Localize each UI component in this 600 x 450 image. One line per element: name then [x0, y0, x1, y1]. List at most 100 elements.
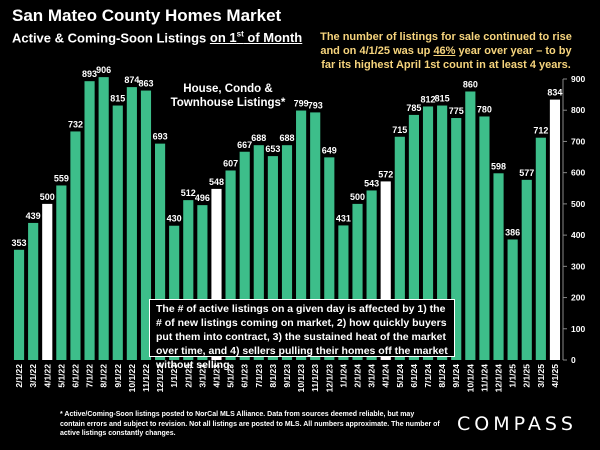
- subtitle-prefix: Active & Coming-Soon Listings: [12, 30, 210, 46]
- bar-value-label: 688: [251, 133, 266, 143]
- bar: [366, 190, 377, 360]
- x-tick-label: 4/1/23: [211, 364, 221, 388]
- x-tick-label: 3/1/24: [367, 364, 377, 388]
- bar-highlight: [549, 99, 561, 361]
- bar-value-label: 577: [519, 168, 534, 178]
- x-tick-label: 7/1/23: [254, 364, 264, 388]
- x-tick-label: 11/1/22: [141, 364, 151, 392]
- x-tick-label: 7/1/22: [85, 364, 95, 388]
- bar-value-label: 799: [294, 99, 309, 109]
- bar-value-label: 815: [110, 94, 125, 104]
- x-tick-label: 1/1/23: [169, 364, 179, 388]
- bar-value-label: 688: [279, 133, 294, 143]
- x-tick-label: 1/1/24: [338, 364, 348, 388]
- subtitle-underlined-text: on 1: [209, 30, 237, 46]
- bar-value-label: 667: [237, 140, 252, 150]
- subtitle-sup: st: [236, 30, 244, 39]
- x-tick-label: 5/1/23: [226, 364, 236, 388]
- bar: [408, 114, 419, 360]
- x-tick-label: 4/1/24: [381, 364, 391, 388]
- bar: [84, 81, 95, 360]
- bar: [338, 225, 349, 360]
- series-label: House, Condo & Townhouse Listings*: [170, 82, 286, 110]
- x-tick-label: 4/1/25: [550, 364, 560, 388]
- bar-value-label: 812: [421, 94, 436, 104]
- bar-value-label: 512: [181, 188, 196, 198]
- bar: [535, 137, 546, 360]
- bar: [225, 170, 236, 360]
- y-tick-label: 100: [571, 324, 585, 334]
- bar-value-label: 598: [491, 161, 506, 171]
- bar: [155, 143, 166, 360]
- x-tick-label: 7/1/24: [423, 364, 433, 388]
- x-tick-label: 1/1/25: [508, 364, 518, 388]
- bar: [521, 179, 532, 360]
- bar-value-label: 834: [547, 88, 562, 98]
- bar: [479, 116, 490, 360]
- bar: [507, 239, 518, 360]
- bar-value-label: 712: [533, 126, 548, 136]
- bar: [126, 87, 137, 361]
- annotation-line-2-prefix: and on 4/1/25 was up: [320, 45, 434, 57]
- x-tick-label: 10/1/23: [296, 364, 306, 393]
- bar-value-label: 649: [322, 145, 337, 155]
- bar-value-label: 893: [82, 69, 97, 79]
- x-tick-label: 2/1/24: [353, 364, 363, 388]
- bar: [112, 105, 123, 360]
- x-tick-label: 11/1/23: [310, 364, 320, 392]
- bar: [451, 118, 462, 360]
- x-tick-label: 10/1/22: [127, 364, 137, 393]
- bar-value-label: 785: [406, 103, 421, 113]
- x-tick-label: 2/1/22: [14, 364, 24, 388]
- annotation-top: The number of listings for sale continue…: [300, 30, 592, 72]
- y-tick-label: 900: [571, 74, 585, 84]
- y-tick-label: 700: [571, 136, 585, 146]
- bar: [197, 205, 208, 360]
- bar-value-label: 653: [265, 144, 280, 154]
- bar-value-label: 386: [505, 227, 520, 237]
- bar: [324, 157, 335, 360]
- series-label-line-1: House, Condo &: [183, 83, 273, 95]
- x-tick-label: 12/1/23: [324, 364, 334, 393]
- bar: [352, 203, 363, 360]
- bar-value-label: 863: [138, 79, 153, 89]
- bar-value-label: 500: [40, 192, 55, 202]
- y-tick-label: 500: [571, 199, 585, 209]
- x-tick-label: 9/1/22: [113, 364, 123, 388]
- bar-value-label: 815: [435, 94, 450, 104]
- x-tick-label: 5/1/22: [56, 364, 66, 388]
- bar-value-label: 607: [223, 158, 238, 168]
- subtitle-underlined-suffix: of Month: [243, 30, 303, 46]
- bar: [296, 110, 307, 360]
- bar: [267, 156, 278, 360]
- x-tick-label: 8/1/23: [268, 364, 278, 388]
- chart-title: San Mateo County Homes Market: [12, 6, 282, 25]
- bar: [13, 249, 25, 360]
- x-tick-label: 6/1/22: [70, 364, 80, 388]
- bar: [253, 145, 264, 360]
- bar: [98, 77, 109, 360]
- bar: [70, 131, 81, 360]
- chart-subtitle: Active & Coming-Soon Listings on 1st of …: [12, 30, 302, 45]
- bar-value-label: 572: [378, 169, 393, 179]
- bar: [422, 106, 434, 360]
- annotation-line-1: The number of listings for sale continue…: [320, 31, 572, 43]
- x-tick-label: 2/1/25: [522, 364, 532, 388]
- footnote: * Active/Coming-Soon listings posted to …: [60, 411, 440, 437]
- bar-value-label: 439: [26, 211, 41, 221]
- x-tick-label: 9/1/23: [282, 364, 292, 388]
- bar-value-label: 732: [68, 119, 83, 129]
- x-tick-label: 12/1/22: [155, 364, 165, 393]
- x-tick-label: 6/1/23: [240, 364, 250, 388]
- x-tick-label: 8/1/22: [99, 364, 109, 388]
- series-label-line-2: Townhouse Listings*: [170, 97, 286, 109]
- annotation-line-3: far its highest April 1st count in at le…: [321, 59, 571, 71]
- y-tick-label: 800: [571, 105, 585, 115]
- x-tick-label: 5/1/24: [395, 364, 405, 388]
- subtitle-underlined: on 1st of Month: [210, 30, 302, 45]
- bar-highlight: [380, 181, 391, 360]
- bar-value-label: 860: [463, 79, 478, 89]
- bar: [169, 225, 180, 360]
- bar: [183, 200, 194, 360]
